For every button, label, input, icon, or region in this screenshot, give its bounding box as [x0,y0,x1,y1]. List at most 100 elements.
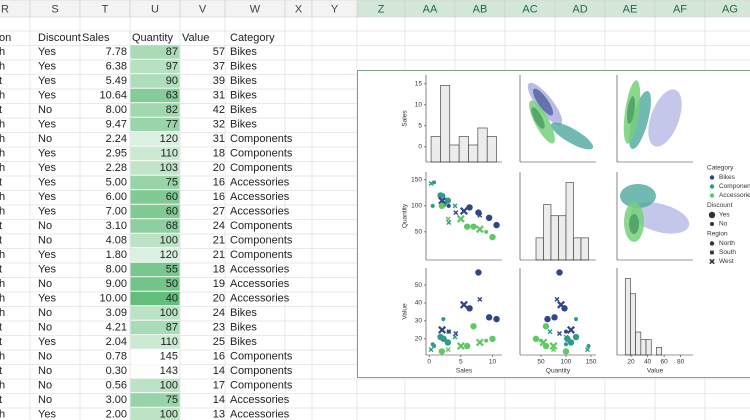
x-tick-label: 60 [660,359,668,366]
table-cell: 21 [213,234,225,246]
table-cell: No [38,234,52,246]
table-header-cell: on [0,32,11,44]
histogram-bar [640,339,647,356]
y-tick-label: 10 [415,102,423,109]
histogram-bar [440,85,451,163]
table-cell: h [0,89,5,101]
scatter-point [484,338,489,343]
scatter-point [438,348,446,355]
x-tick-label: 80 [677,359,685,366]
table-cell: h [0,292,5,304]
table-header-cell: Sales [82,32,110,44]
column-header-label: AD [572,3,587,15]
quantity-color-scale [130,306,180,320]
scatter-point [554,296,560,302]
table-cell: Accessories [230,278,290,290]
scatter-point [444,197,452,204]
table-cell: 5.49 [106,75,127,87]
table-cell: Bikes [230,75,257,87]
column-headers: R S T U V W X Y Z AA AB AC AD AE AF AG [0,0,750,18]
x-axis-label: Quantity [546,368,571,375]
table-cell: h [0,307,5,319]
table-cell: 100 [160,234,178,246]
scatter-point [585,347,590,353]
table-cell: Yes [38,249,56,261]
legend-marker [709,193,715,198]
scatter-point [463,342,471,350]
table-cell: 2.28 [106,162,127,174]
table-cell: 100 [160,307,178,319]
table-cell: h [0,205,5,217]
quantity-color-scale [130,233,180,248]
y-axis-label: Quantity [402,203,409,228]
table-cell: 6.00 [106,191,127,203]
table-cell: 100 [160,408,178,420]
table-cell: 8.00 [106,263,127,275]
table-cell: 17 [213,379,225,391]
legend-label: North [719,240,735,247]
legend-title: Category [707,165,734,172]
table-cell: 0.56 [106,379,127,391]
y-tick-label: 15 [415,81,423,88]
quantity-color-scale [130,161,180,175]
quantity-color-scale [130,204,180,219]
quantity-color-scale [130,277,180,291]
legend-label: South [719,249,736,256]
scatter-point [475,225,484,234]
kde-quantity-value [620,184,690,242]
table-cell: Bikes [230,336,257,348]
column-header-label: AA [423,3,438,15]
kde-blob [620,184,656,208]
table-cell: 42 [213,104,225,116]
table-cell: 90 [166,75,178,87]
table-cell: Accessories [230,263,290,275]
quantity-color-scale [130,407,180,420]
scatter-point [564,329,568,334]
table-cell: Accessories [230,191,290,203]
quantity-color-scale [130,103,180,117]
table-cell: 0.30 [106,365,127,377]
scatter-point [551,347,556,353]
table-cell: No [38,307,52,319]
table-cell: No [38,379,52,391]
table-cell: Yes [38,75,56,87]
legend-marker [710,222,714,226]
scatter-point [456,214,465,223]
legend-marker [709,241,715,246]
scatter-point [430,342,435,347]
table-cell: No [38,220,52,232]
histogram-bar [550,215,559,261]
scatter-point [445,216,451,222]
scatter-point [547,329,553,335]
table-cell: 16 [213,176,225,188]
histogram-bar [635,331,642,356]
table-cell: h [0,162,5,174]
table-cell: h [0,60,5,72]
histogram-bar [430,136,441,163]
x-axis-label: Sales [456,368,473,375]
table-cell: 87 [166,321,178,333]
x-axis-label: Value [647,368,664,375]
scatter-point [489,335,496,343]
legend-label: West [719,258,734,265]
column-header-label: V [199,3,207,15]
table-cell: h [0,46,5,58]
table-cell: Components [230,234,293,246]
table-cell: 16 [213,350,225,362]
table-cell: No [38,321,52,333]
table-cell: 8.00 [106,104,127,116]
table-cell: 18 [213,147,225,159]
table-cell: 13 [213,408,225,420]
table-cell: 145 [160,350,178,362]
table-cell: Bikes [230,118,257,130]
table-cell: t [0,336,2,348]
table-cell: h [0,133,5,145]
column-header-label: W [250,3,261,15]
legend-marker [709,258,715,265]
legend-label: Accessories [719,192,750,199]
table-cell: 24 [213,220,225,232]
table-cell: 37 [213,60,225,72]
scatter-point [438,196,447,205]
y-tick-label: 150 [411,177,422,184]
